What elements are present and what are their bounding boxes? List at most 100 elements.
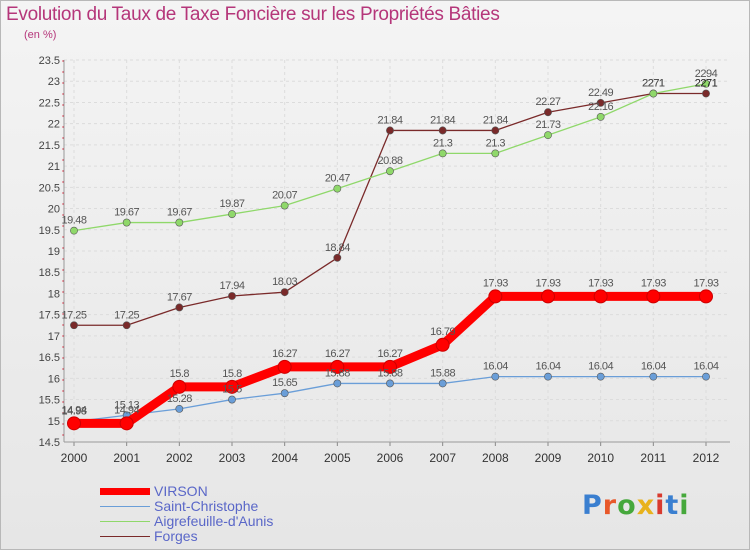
data-label-aigrefeuille-d-aunis-2009: 21.73 — [535, 119, 560, 131]
data-point-virson-2009 — [541, 289, 555, 304]
data-point-aigrefeuille-d-aunis-2000 — [70, 226, 78, 235]
data-label-virson-2000: 14.94 — [61, 404, 86, 416]
y-tick-label-3: 16 — [48, 373, 60, 385]
data-point-virson-2004 — [277, 359, 292, 374]
x-tick-label-0: 2000 — [61, 451, 88, 465]
data-point-forges-2007 — [438, 126, 447, 135]
x-tick-label-1: 2001 — [113, 451, 140, 465]
data-label-saint-christophe-2005: 15.88 — [325, 367, 350, 379]
data-label-forges-2005: 18.84 — [325, 242, 350, 254]
data-label-saint-christophe-2000: 14.98 — [61, 406, 86, 418]
data-point-forges-2003 — [228, 292, 236, 300]
proxiti-logo: Proxiti — [582, 490, 690, 521]
data-label-saint-christophe-2001: 15.13 — [114, 399, 139, 411]
data-label-saint-christophe-2011: 16.04 — [641, 361, 666, 373]
x-tick-label-2: 2002 — [166, 451, 193, 465]
data-label-forges-2001: 17.25 — [114, 309, 139, 321]
data-point-forges-2000 — [70, 321, 78, 330]
data-point-virson-2002 — [172, 379, 187, 394]
data-label-forges-2006: 21.84 — [377, 114, 402, 126]
data-point-saint-christophe-2008 — [491, 372, 500, 381]
y-tick-label-12: 20.5 — [39, 182, 60, 194]
data-point-aigrefeuille-d-aunis-2005 — [333, 184, 342, 193]
data-label-aigrefeuille-d-aunis-2008: 21.3 — [486, 137, 506, 149]
data-label-virson-2009: 17.93 — [535, 277, 560, 289]
data-point-forges-2002 — [175, 303, 184, 312]
y-tick-label-2: 15.5 — [39, 395, 60, 407]
data-point-virson-2007 — [435, 337, 450, 352]
x-tick-label-11: 2011 — [640, 451, 666, 465]
data-label-virson-2012: 17.93 — [693, 277, 718, 289]
data-point-saint-christophe-2010 — [596, 372, 605, 381]
x-tick-label-4: 2004 — [271, 451, 298, 465]
proxiti-logo-letter-1: r — [602, 490, 618, 521]
data-point-forges-2004 — [280, 288, 289, 297]
legend-entry-saint-christophe: Saint-Christophe — [98, 498, 428, 514]
data-point-aigrefeuille-d-aunis-2007 — [438, 149, 447, 158]
y-tick-label-8: 18.5 — [39, 267, 60, 279]
x-tick-label-9: 2009 — [535, 451, 562, 465]
legend-entry-virson: VIRSON — [98, 483, 428, 499]
data-point-saint-christophe-2011 — [649, 372, 658, 381]
data-point-aigrefeuille-d-aunis-2004 — [280, 201, 289, 210]
data-label-forges-2007: 21.84 — [430, 114, 455, 126]
data-label-aigrefeuille-d-aunis-2002: 19.67 — [167, 207, 192, 219]
data-point-virson-2001 — [119, 416, 134, 431]
proxiti-logo-letter-2: o — [617, 490, 637, 521]
data-point-aigrefeuille-d-aunis-2011 — [649, 89, 658, 98]
data-point-forges-2010 — [596, 98, 605, 107]
data-label-saint-christophe-2010: 16.04 — [588, 361, 613, 373]
data-point-virson-2011 — [646, 289, 661, 304]
data-point-aigrefeuille-d-aunis-2002 — [175, 218, 184, 227]
data-label-aigrefeuille-d-aunis-2012: 2294 — [695, 68, 718, 80]
x-tick-label-7: 2007 — [429, 451, 456, 465]
legend-swatch-forges — [100, 536, 150, 537]
data-label-aigrefeuille-d-aunis-2000: 19.48 — [61, 215, 86, 227]
y-tick-label-14: 21.5 — [39, 140, 60, 152]
data-point-saint-christophe-2009 — [544, 372, 552, 381]
data-label-aigrefeuille-d-aunis-2001: 19.67 — [114, 207, 139, 219]
legend: VIRSON Saint-Christophe Aigrefeuille-d'A… — [98, 483, 428, 546]
data-label-virson-2005: 16.27 — [325, 348, 350, 360]
data-point-forges-2008 — [491, 126, 500, 135]
x-tick-label-5: 2005 — [324, 451, 351, 465]
data-point-aigrefeuille-d-aunis-2012 — [702, 79, 710, 88]
data-label-saint-christophe-2007: 15.88 — [430, 367, 455, 379]
x-tick-label-8: 2008 — [482, 451, 509, 465]
data-label-virson-2006: 16.27 — [377, 348, 402, 360]
x-tick-label-3: 2003 — [219, 451, 246, 465]
data-label-saint-christophe-2003: 15.5 — [222, 384, 242, 396]
proxiti-logo-letter-5: t — [665, 490, 680, 521]
data-label-saint-christophe-2004: 15.65 — [272, 377, 297, 389]
y-tick-label-0: 14.5 — [39, 437, 60, 449]
data-label-saint-christophe-2006: 15.88 — [377, 367, 402, 379]
y-tick-label-10: 19.5 — [39, 225, 60, 237]
data-label-forges-2008: 21.84 — [483, 114, 508, 126]
proxiti-logo-letter-0: P — [582, 490, 603, 521]
data-label-aigrefeuille-d-aunis-2004: 20.07 — [272, 190, 297, 202]
data-point-saint-christophe-2005 — [333, 379, 342, 388]
data-point-saint-christophe-2002 — [175, 404, 184, 413]
data-point-forges-2012 — [702, 89, 710, 98]
x-tick-label-6: 2006 — [377, 451, 404, 465]
data-label-virson-2003: 15.8 — [222, 368, 242, 380]
y-tick-label-16: 22.5 — [39, 97, 60, 109]
data-label-aigrefeuille-d-aunis-2007: 21.3 — [433, 137, 453, 149]
proxiti-logo-letter-6: i — [679, 490, 690, 521]
data-label-virson-2011: 17.93 — [641, 277, 666, 289]
data-point-forges-2001 — [122, 321, 131, 330]
legend-swatch-aigrefeuille — [100, 521, 150, 522]
data-point-virson-2012 — [699, 289, 713, 304]
data-point-saint-christophe-2003 — [228, 395, 236, 404]
data-label-virson-2008: 17.93 — [483, 277, 508, 289]
y-tick-label-15: 22 — [48, 119, 60, 131]
proxiti-logo-letter-3: x — [636, 490, 656, 521]
data-label-forges-2011: 2271 — [642, 78, 665, 90]
data-label-forges-2012: 2271 — [695, 78, 718, 90]
data-point-aigrefeuille-d-aunis-2009 — [544, 131, 552, 140]
data-point-virson-2006 — [383, 359, 397, 374]
data-label-virson-2007: 16.79 — [430, 326, 455, 338]
data-label-forges-2003: 17.94 — [219, 280, 244, 292]
y-tick-label-9: 19 — [48, 246, 60, 258]
